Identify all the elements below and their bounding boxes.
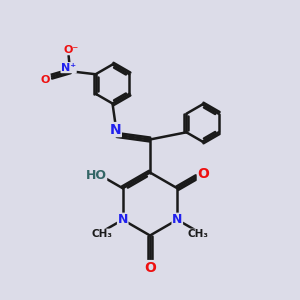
Text: O: O	[144, 261, 156, 274]
Text: HO: HO	[85, 169, 106, 182]
Text: N: N	[172, 213, 182, 226]
Text: O: O	[197, 167, 209, 181]
Text: CH₃: CH₃	[188, 229, 208, 239]
Text: N: N	[118, 213, 128, 226]
Text: N: N	[110, 123, 121, 136]
Text: O: O	[41, 75, 50, 85]
Text: N⁺: N⁺	[61, 63, 76, 73]
Text: O⁻: O⁻	[64, 45, 79, 55]
Text: CH₃: CH₃	[92, 229, 112, 239]
